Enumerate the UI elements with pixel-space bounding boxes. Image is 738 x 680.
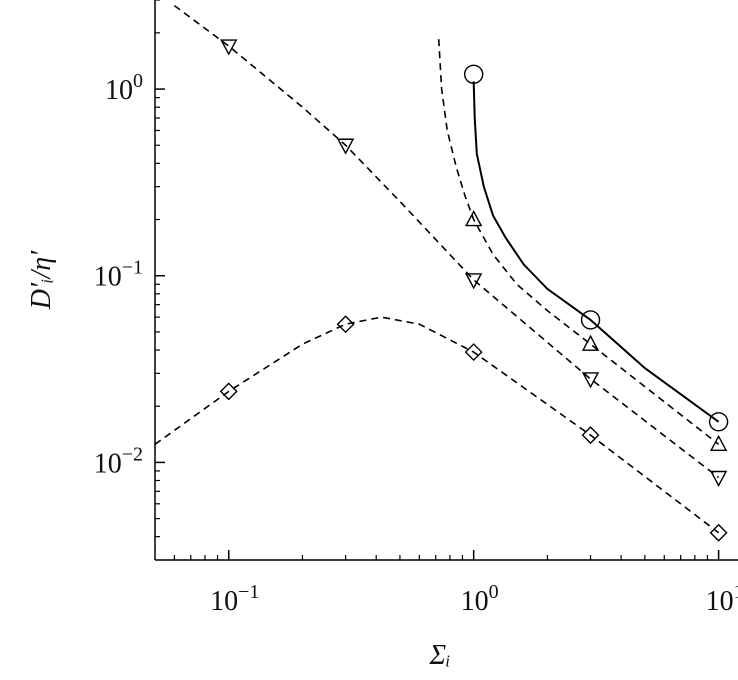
tick-label-exponent: 0 xyxy=(133,70,143,92)
marker xyxy=(709,470,728,487)
tick-label: 10−1 xyxy=(210,581,259,617)
tick-label-base: 10 xyxy=(706,586,734,617)
marker xyxy=(709,434,728,452)
tick-label: 100 xyxy=(461,581,499,617)
tick-label-exponent: −1 xyxy=(122,257,143,279)
marker xyxy=(336,315,355,334)
curve xyxy=(173,4,720,479)
y-axis-label: D′ᵢ/η′ xyxy=(26,250,57,310)
x-axis-label: Σᵢ xyxy=(428,640,450,671)
marker xyxy=(464,343,483,362)
marker xyxy=(581,372,600,389)
marker xyxy=(581,334,600,351)
tick-label-exponent: 0 xyxy=(489,581,499,603)
tick-label-exponent: −1 xyxy=(238,581,259,603)
curve xyxy=(472,81,720,423)
marker xyxy=(465,273,483,290)
curve xyxy=(154,316,720,534)
tick-label-exponent: −2 xyxy=(122,443,143,465)
marker xyxy=(580,310,601,330)
tick-label: 101 xyxy=(706,581,738,617)
curve xyxy=(437,39,720,445)
tick-label: 100 xyxy=(105,70,143,106)
marker xyxy=(708,412,729,432)
marker xyxy=(463,64,484,84)
marker xyxy=(219,382,238,401)
tick-label-base: 10 xyxy=(94,448,122,479)
marker xyxy=(220,39,238,56)
tick-label-base: 10 xyxy=(461,586,489,617)
tick-label: 10−2 xyxy=(94,443,143,479)
marker xyxy=(465,210,483,227)
tick-label-base: 10 xyxy=(210,586,238,617)
tick-label-base: 10 xyxy=(94,262,122,293)
marker xyxy=(336,138,355,155)
tick-label-exponent: 1 xyxy=(734,581,738,603)
marker xyxy=(581,426,600,445)
tick-label-base: 10 xyxy=(105,75,133,106)
tick-label: 10−1 xyxy=(94,257,143,293)
marker xyxy=(709,523,728,542)
